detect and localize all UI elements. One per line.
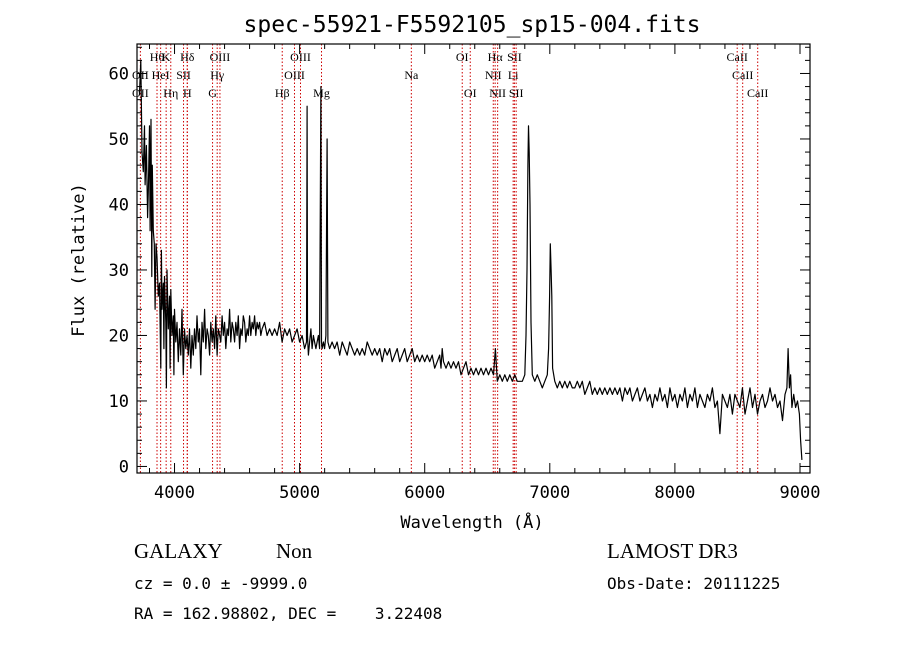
series-layer bbox=[138, 59, 803, 460]
line-marker-label: CaII bbox=[732, 68, 753, 82]
line-marker-label: Li bbox=[508, 68, 519, 82]
line-marker-label: K bbox=[162, 50, 171, 64]
line-marker-label: CaII bbox=[747, 86, 768, 100]
redshift-line: cz = 0.0 ± -9999.0 bbox=[134, 574, 307, 593]
y-tick-label: 40 bbox=[109, 195, 129, 215]
line-marker-label: SII bbox=[176, 68, 191, 82]
line-marker-label: Hδ bbox=[180, 50, 195, 64]
line-marker-label: NII bbox=[485, 68, 502, 82]
object-subclass: Non bbox=[276, 539, 313, 563]
y-axis-label: Flux (relative) bbox=[69, 183, 89, 337]
y-tick-label: 30 bbox=[109, 261, 129, 281]
x-tick-label: 7000 bbox=[529, 483, 570, 503]
x-tick-label: 6000 bbox=[404, 483, 445, 503]
y-tick-label: 60 bbox=[109, 64, 129, 84]
line-marker-label: OIII bbox=[210, 50, 231, 64]
line-marker-label: Hα bbox=[488, 50, 504, 64]
line-marker-label: G bbox=[208, 86, 217, 100]
axis-layer: 4000 5000 6000 7000 8000 9000 0 10 20 30 40 50 60 bbox=[109, 43, 821, 503]
x-tick-label: 8000 bbox=[654, 483, 695, 503]
line-marker-label: CaII bbox=[727, 50, 748, 64]
line-marker-label: NII bbox=[489, 86, 506, 100]
x-tick-label: 5000 bbox=[279, 483, 320, 503]
chart-title: spec-55921-F5592105_sp15-004.fits bbox=[244, 12, 701, 38]
line-marker-label: SII bbox=[507, 50, 522, 64]
y-tick-label: 10 bbox=[109, 392, 129, 412]
line-marker-label: SII bbox=[509, 86, 524, 100]
line-marker-label: Hθ bbox=[150, 50, 165, 64]
coordinates: RA = 162.98802, DEC = 3.22408 bbox=[134, 604, 442, 623]
line-marker-label: OIII bbox=[284, 68, 305, 82]
x-axis-label: Wavelength (Å) bbox=[400, 511, 543, 533]
line-marker-label: OI bbox=[456, 50, 469, 64]
y-tick-label: 0 bbox=[119, 457, 129, 477]
y-tick-label: 20 bbox=[109, 326, 129, 346]
line-marker-label: Na bbox=[404, 68, 419, 82]
obs-date: Obs-Date: 20111225 bbox=[607, 574, 780, 593]
plot-frame bbox=[136, 43, 811, 474]
line-marker-label: OIII bbox=[290, 50, 311, 64]
y-tick-label: 50 bbox=[109, 130, 129, 150]
line-marker-label: Hη bbox=[163, 86, 178, 100]
x-tick-label: 9000 bbox=[780, 483, 821, 503]
line-marker-label: OI bbox=[464, 86, 477, 100]
line-marker-label: Hβ bbox=[275, 86, 290, 100]
line-marker-layer: OIIOIIHθHeIKHηSIIHHδGHγOIIIHβOIIIOIIIMgN… bbox=[132, 44, 768, 473]
survey-name: LAMOST DR3 bbox=[607, 539, 738, 563]
spectrum-line bbox=[138, 59, 803, 460]
x-tick-label: 4000 bbox=[154, 483, 195, 503]
line-marker-label: OII bbox=[132, 86, 149, 100]
line-marker-label: HeI bbox=[152, 68, 170, 82]
line-marker-label: Hγ bbox=[210, 68, 225, 82]
object-class: GALAXY bbox=[134, 539, 223, 563]
